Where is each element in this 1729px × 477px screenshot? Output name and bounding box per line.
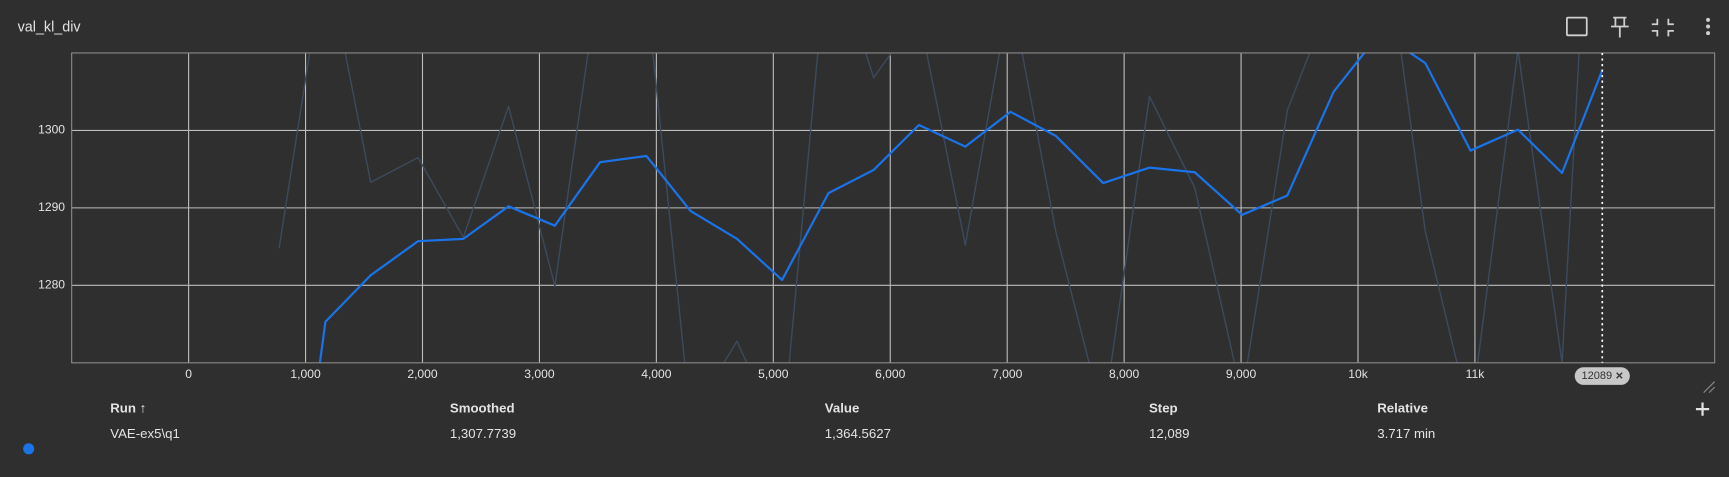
dot [1706, 24, 1711, 29]
table-cell: 1,307.7739 [450, 426, 516, 441]
table-cell: 1,364.5627 [825, 426, 891, 441]
table-cell: VAE-ex5\q1 [110, 426, 180, 441]
y-tick-label: 1290 [38, 200, 65, 214]
column-header[interactable]: Run ↑ [110, 401, 146, 416]
axes: 1280 1290 1300 0 1,000 2,000 3,000 4,000 5,000 6,… [38, 52, 1630, 385]
x-tick-label: 4,000 [641, 367, 672, 381]
y-tick-label: 1300 [38, 123, 65, 137]
cursor-chip [1574, 367, 1630, 385]
toolbar [1566, 16, 1674, 38]
column-header[interactable]: Relative [1377, 401, 1428, 416]
x-tick-label: 8,000 [1109, 367, 1140, 381]
fit-domain-button[interactable] [1566, 16, 1588, 37]
run-color-dot [23, 443, 35, 455]
x-tick-label: 9,000 [1226, 367, 1257, 381]
pin-button[interactable] [1611, 16, 1629, 38]
cursor-remove[interactable] [1616, 372, 1623, 379]
x-tick-label: 1,000 [290, 367, 321, 381]
plot-lines [278, 52, 1604, 363]
series-line [278, 52, 1580, 363]
y-tick-label: 1280 [38, 278, 65, 292]
dot [1706, 17, 1711, 22]
cursor-label: 12089 [1581, 370, 1612, 382]
table-cell: 12,089 [1149, 426, 1189, 441]
series-line [318, 52, 1604, 363]
x-tick-label: 3,000 [524, 367, 555, 381]
x-tick-label: 7,000 [992, 367, 1023, 381]
collapse-button[interactable] [1651, 18, 1674, 37]
run-table: Run ↑ Smoothed Value Step Relative VAE-ex5\q1… [23, 401, 1435, 455]
x-tick-label: 2,000 [407, 367, 438, 381]
x-tick-label: 11k [1466, 367, 1486, 381]
column-header[interactable]: Smoothed [450, 401, 515, 416]
x-tick-label: 6,000 [875, 367, 906, 381]
resize-handle[interactable] [1703, 381, 1716, 393]
card-title: val_kl_div [18, 19, 82, 35]
grid [71, 52, 1715, 363]
column-header[interactable]: Value [825, 401, 860, 416]
more-button[interactable] [1706, 17, 1711, 36]
table-cell: 3.717 min [1377, 426, 1435, 441]
dot [1706, 31, 1711, 36]
add-column-button[interactable] [1695, 402, 1710, 416]
plot-border [71, 52, 1716, 364]
x-tick-label: 5,000 [758, 367, 789, 381]
x-tick-label: 0 [185, 367, 192, 381]
column-header[interactable]: Step [1149, 401, 1178, 416]
x-tick-label: 10k [1348, 367, 1368, 381]
